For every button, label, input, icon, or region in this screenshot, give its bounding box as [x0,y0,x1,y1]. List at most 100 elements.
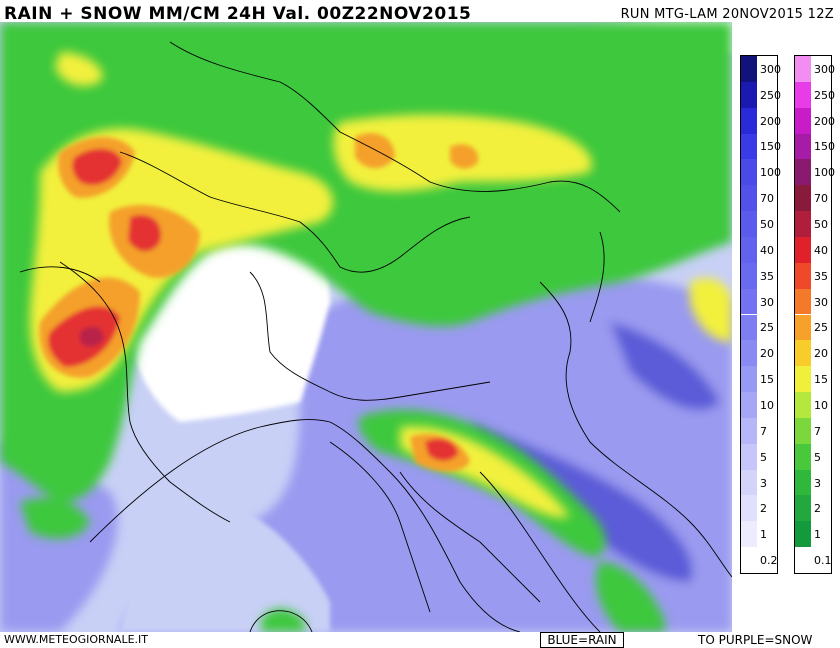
snow-legend-label: 250 [814,88,835,102]
snow-legend-swatch [795,521,811,548]
snow-north-yellow [55,52,103,87]
snow-legend-label: 15 [814,373,828,387]
snow-legend-label: 7 [814,424,821,438]
rain-legend-label: 2 [760,502,767,516]
coastline-adriatic [539,281,732,578]
border-austria-italy [339,131,621,213]
model-run-label: RUN MTG-LAM 20NOV2015 12Z [620,7,834,22]
snow-legend-label: 40 [814,243,828,257]
lake-geneva [19,266,101,283]
rain-legend-swatch [741,236,757,263]
snow-legend-swatch [795,340,811,367]
border-corsica [249,610,313,632]
rain-legend-swatch [741,288,757,315]
snow-legend-label: 10 [814,398,828,412]
rain-legend-label: 25 [760,321,774,335]
snow-legend-swatch [795,469,811,496]
precipitation-map [0,22,732,632]
snow-west-green [20,498,90,539]
snow-legend-swatch [795,107,811,134]
rain-legend-swatch [741,366,757,393]
rain-legend-swatch [741,211,757,237]
snow-legend: 300 250 200 150 100 70 50 40 35 30 25 20 15 10 7 5 3 2 1 0.… [794,55,835,574]
border-france-italy [59,261,231,523]
rain-legend-label: 20 [760,347,774,361]
snow-legend-label: 50 [814,218,828,232]
snow-legend-swatch [795,547,811,573]
snow-peaks [39,133,479,472]
snow-orange-tyrol [355,133,395,169]
snow-legend-label: 300 [814,62,835,76]
snow-legend-label: 3 [814,476,821,490]
snow-legend-swatch [795,495,811,522]
snow-legend-swatch [795,159,811,186]
rain-legend-label: 250 [760,88,781,102]
border-swiss-italy [119,151,471,273]
snow-legend-label: 20 [814,347,828,361]
rain-legend-label: 3 [760,476,767,490]
snow-orange-tyrol2 [450,144,479,169]
snow-legend-swatch [795,288,811,315]
borders [19,41,732,632]
snow-color-note: TO PURPLE=SNOW [698,633,813,647]
snow-east-yellow [690,278,732,342]
snow-legend-label: 1 [814,528,821,542]
snow-legend-label: 150 [814,140,835,154]
rain-legend-label: 40 [760,243,774,257]
snow-legend-swatch [795,211,811,237]
rain-legend: 300 250 200 150 100 70 50 40 35 30 25 20 15 10 7 5 3 2 1 0.… [740,55,781,574]
rain-legend-swatch [741,314,757,341]
rain-legend-swatch [741,107,757,134]
coastline-liguria [89,419,521,632]
rain-legend-swatch [741,159,757,186]
snow-legend-swatch [795,417,811,444]
rain-legend-swatch [741,133,757,160]
rain-legend-swatch [741,262,757,289]
rain-legend-label: 0.2 [760,554,778,568]
snow-legend-swatch [795,81,811,108]
snow-legend-swatch [795,262,811,289]
snow-legend-swatch [795,185,811,212]
snow-legend-label: 0.1 [814,554,832,568]
map-title: RAIN + SNOW MM/CM 24H Val. 00Z22NOV2015 [4,4,472,24]
rain-legend-swatch [741,495,757,522]
border-germany [169,41,341,133]
snow-max-piedmont [80,326,104,347]
rain-legend-swatch [741,521,757,548]
rain-legend-label: 200 [760,114,781,128]
snow-legend-swatch [795,392,811,418]
snow-red-apennines [425,438,458,461]
rain-legend-swatch [741,56,757,82]
rain-color-note: BLUE=RAIN [540,632,624,648]
rain-legend-label: 150 [760,140,781,154]
website-label: WWW.METEOGIORNALE.IT [4,633,148,646]
rain-legend-label: 100 [760,166,781,180]
snow-legend-swatch [795,236,811,263]
border-regions-center [399,471,601,632]
rain-legend-label: 30 [760,295,774,309]
snow-red-west [72,148,122,186]
border-regions-north [249,271,491,401]
rain-legend-label: 5 [760,450,767,464]
snow-south-green [596,562,665,632]
rain-legend-swatch [741,392,757,418]
snow-legend-label: 200 [814,114,835,128]
snow-legend-label: 30 [814,295,828,309]
snow-red-mont-blanc [128,214,161,252]
rain-heavy-coast [610,322,720,411]
rain-legend-swatch [741,185,757,212]
snow-legend-label: 35 [814,269,828,283]
snow-legend-swatch [795,366,811,393]
dry-southwest-sea [120,492,330,632]
rain-legend-swatch [741,443,757,470]
snow-legend-label: 25 [814,321,828,335]
rain-legend-label: 15 [760,373,774,387]
rain-legend-label: 7 [760,424,767,438]
rain-legend-swatch [741,547,757,573]
snow-legend-label: 100 [814,166,835,180]
snow-legend-swatch [795,56,811,82]
rain-legend-swatch [741,417,757,444]
snow-legend-swatch [795,314,811,341]
snow-legend-swatch [795,443,811,470]
snow-legend-label: 5 [814,450,821,464]
